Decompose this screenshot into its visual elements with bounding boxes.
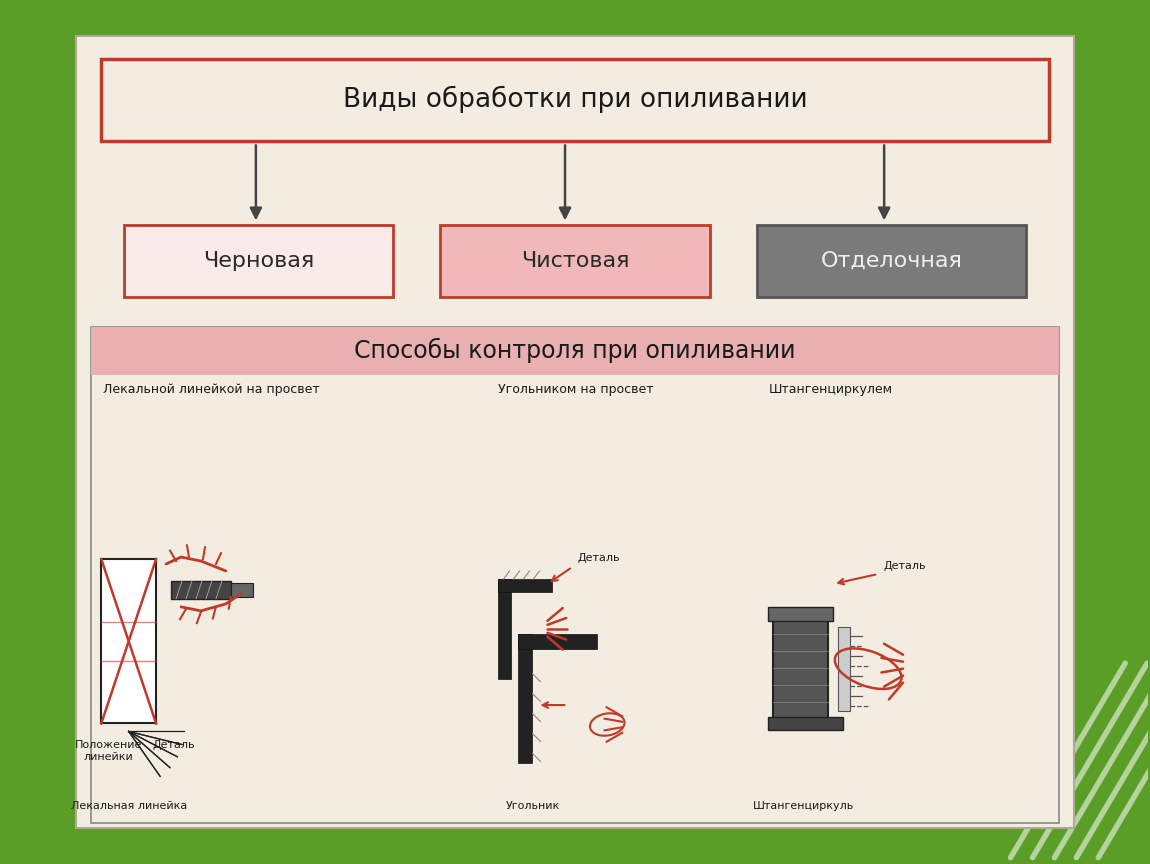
Text: Деталь: Деталь <box>883 561 926 571</box>
Bar <box>91 327 1059 375</box>
Text: Штангенциркуль: Штангенциркуль <box>753 801 854 811</box>
Bar <box>231 583 253 597</box>
Text: Деталь: Деталь <box>153 740 196 751</box>
Bar <box>518 634 597 649</box>
Text: Угольником на просвет: Угольником на просвет <box>498 383 653 396</box>
Text: Лекальная линейка: Лекальная линейка <box>70 801 186 811</box>
Bar <box>838 626 850 710</box>
Bar <box>101 59 1049 141</box>
Bar <box>76 35 1074 829</box>
Bar <box>768 716 843 730</box>
Bar <box>91 327 1059 823</box>
Bar <box>101 559 156 723</box>
Text: Штангенциркулем: Штангенциркулем <box>768 383 892 396</box>
Text: Угольник: Угольник <box>505 801 560 811</box>
Text: Деталь: Деталь <box>577 553 620 563</box>
Bar <box>440 226 710 297</box>
Bar <box>518 634 532 764</box>
Text: Способы контроля при опиливании: Способы контроля при опиливании <box>354 338 796 364</box>
Text: Виды обработки при опиливании: Виды обработки при опиливании <box>343 86 807 113</box>
Text: Лекальной линейкой на просвет: Лекальной линейкой на просвет <box>104 383 320 396</box>
Bar <box>498 579 552 592</box>
Text: Положение
линейки: Положение линейки <box>75 740 141 762</box>
Bar <box>757 226 1026 297</box>
Bar <box>498 579 511 678</box>
Bar <box>171 581 231 599</box>
Text: Чистовая: Чистовая <box>521 251 629 271</box>
Text: Черновая: Черновая <box>202 251 314 271</box>
Bar <box>124 226 393 297</box>
Bar <box>774 609 828 728</box>
Text: Отделочная: Отделочная <box>821 251 963 271</box>
Bar <box>768 607 834 621</box>
